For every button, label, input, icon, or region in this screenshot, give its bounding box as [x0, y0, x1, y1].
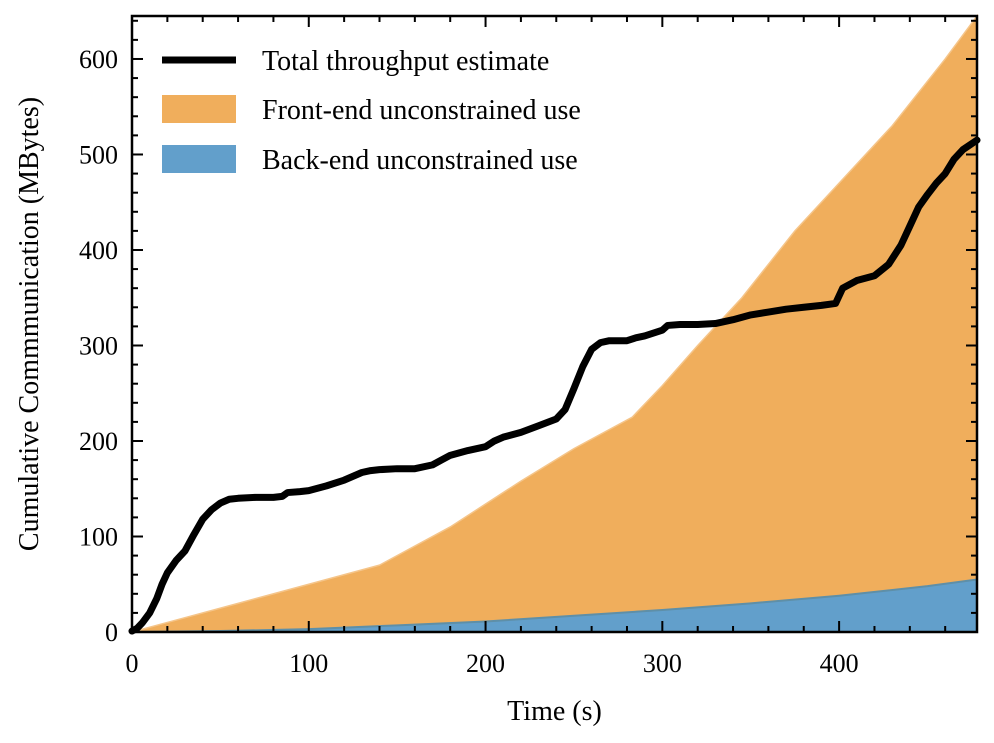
y-tick-label: 500 [79, 140, 118, 169]
legend-back-end-label: Back-end unconstrained use [262, 145, 578, 176]
x-tick-label: 100 [289, 649, 328, 678]
y-tick-label: 300 [79, 331, 118, 360]
y-tick-label: 400 [79, 236, 118, 265]
legend: Total throughput estimate Front-end unco… [162, 46, 581, 176]
x-tick-label: 200 [466, 649, 505, 678]
y-tick-label: 100 [79, 522, 118, 551]
legend-back-end-swatch [162, 145, 236, 173]
front-end-area [131, 13, 978, 633]
x-tick-label: 0 [126, 649, 139, 678]
y-tick-label: 200 [79, 427, 118, 456]
legend-front-end-label: Front-end unconstrained use [262, 95, 581, 126]
x-tick-label: 300 [643, 649, 682, 678]
x-tick-label: 400 [820, 649, 859, 678]
x-axis-label: Time (s) [507, 696, 602, 727]
y-tick-label: 600 [79, 45, 118, 74]
legend-total-label: Total throughput estimate [262, 46, 549, 77]
total-throughput-line [128, 136, 981, 635]
y-axis-label: Cumulative Commmunication (MBytes) [14, 97, 45, 551]
axis-tick-labels: 0 100 200 300 400 0 100 200 300 400 500 600 [79, 45, 859, 678]
legend-front-end-swatch [162, 95, 236, 123]
plot-frame [130, 14, 979, 634]
y-tick-label: 0 [105, 618, 118, 647]
